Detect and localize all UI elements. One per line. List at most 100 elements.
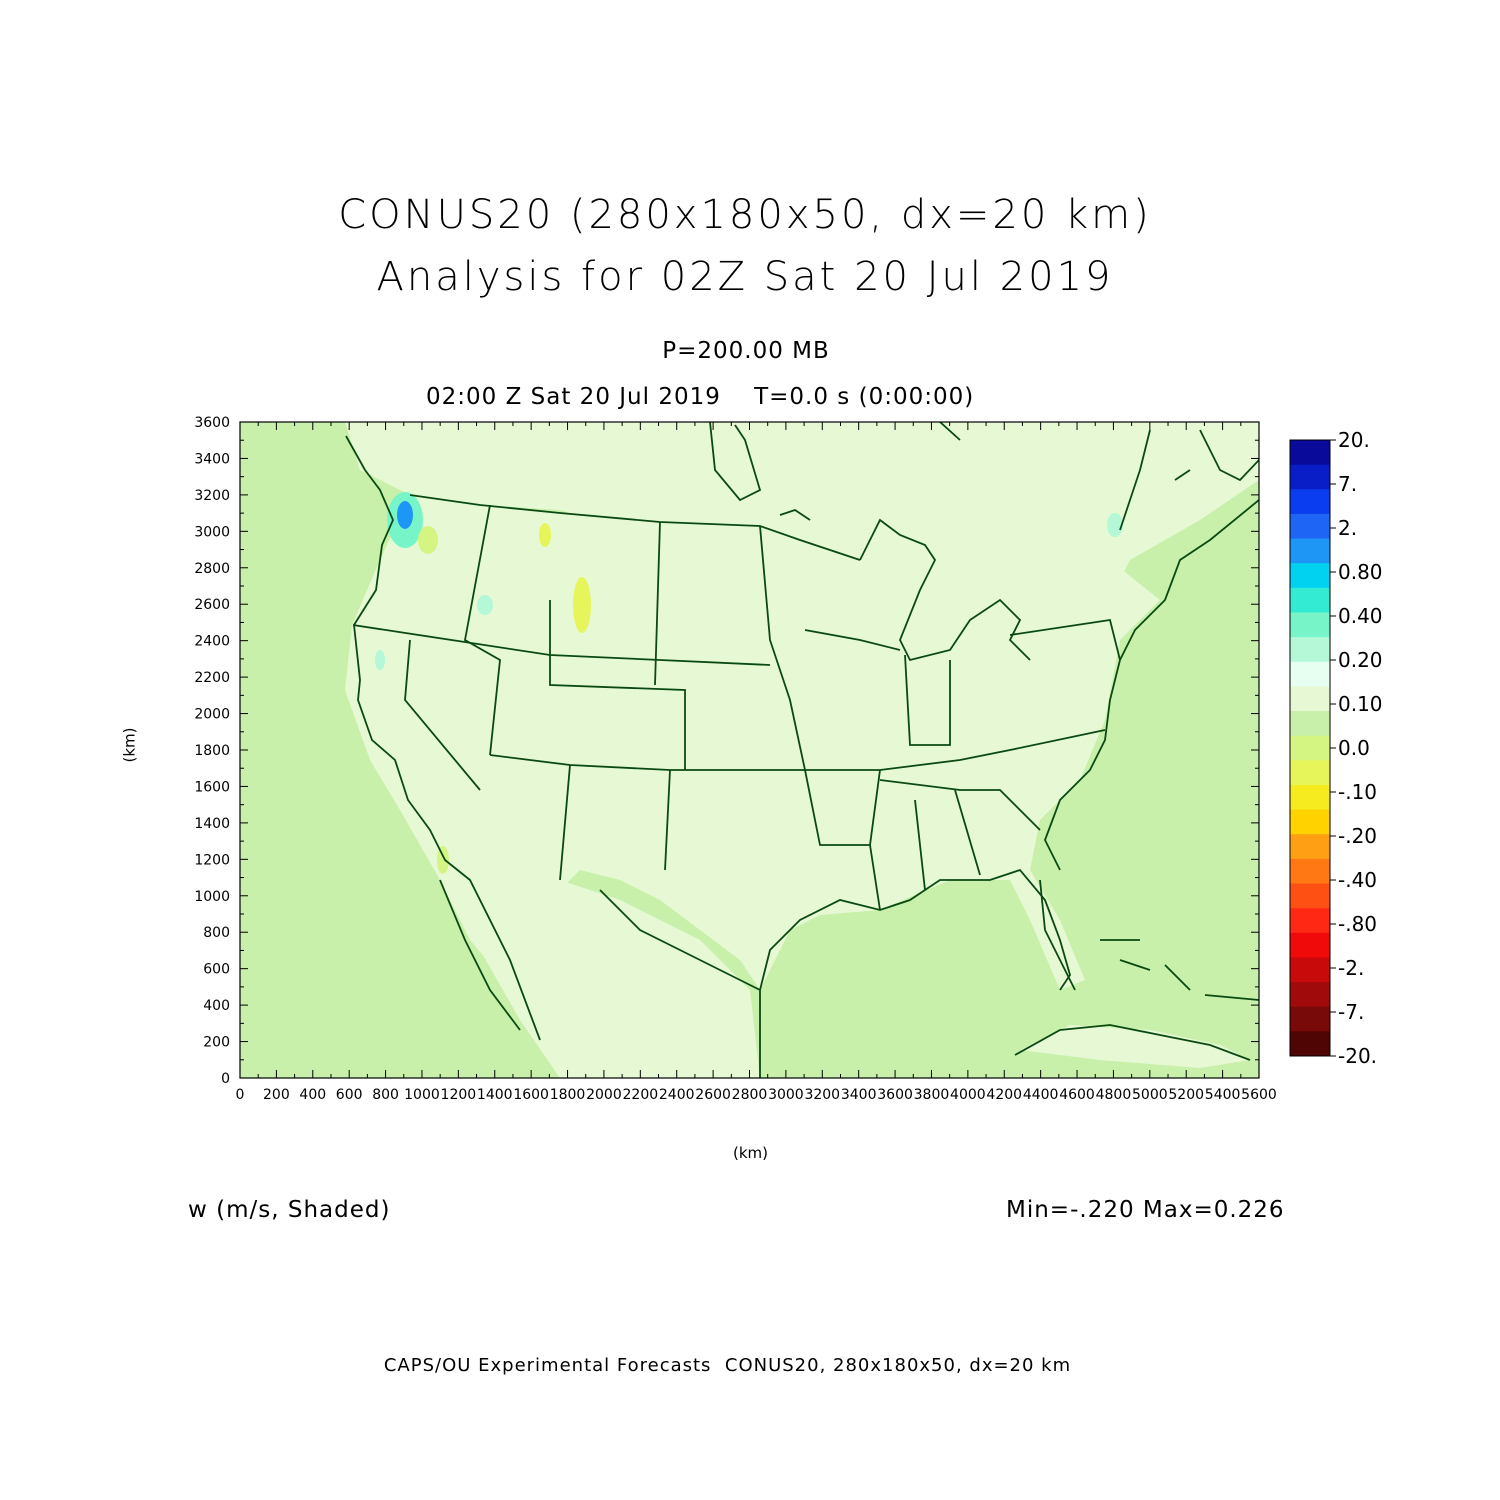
colorbar-label: -20. xyxy=(1338,1044,1377,1068)
colorbar-swatch xyxy=(1290,908,1330,934)
x-tick-label: 4800 xyxy=(1096,1087,1132,1103)
y-tick-label: 1600 xyxy=(194,779,230,795)
state-line-12 xyxy=(1009,618,1121,661)
state-line-3 xyxy=(404,639,481,791)
x-tick-label: 2000 xyxy=(586,1087,622,1103)
y-tick-label: 3400 xyxy=(194,451,230,467)
y-axis-label: (km) xyxy=(120,727,139,763)
x-tick-label: 400 xyxy=(299,1087,326,1103)
gulf-coast xyxy=(759,868,1071,991)
x-tick-label: 4000 xyxy=(950,1087,986,1103)
y-tick-label: 400 xyxy=(203,998,230,1014)
great-lakes xyxy=(859,518,1031,662)
y-tick-label: 600 xyxy=(203,962,230,978)
y-tick-label: 2800 xyxy=(194,561,230,577)
downdraft-patch xyxy=(573,577,591,633)
x-tick-label: 1400 xyxy=(477,1087,513,1103)
x-tick-label: 1800 xyxy=(550,1087,586,1103)
valid-time-label: 02:00 Z Sat 20 Jul 2019 T=0.0 s (0:00:00… xyxy=(426,384,975,410)
colorbar-swatch xyxy=(1290,1006,1330,1032)
colorbar-swatch xyxy=(1290,513,1330,540)
colorbar-swatch xyxy=(1290,637,1330,663)
colorbar-label: -7. xyxy=(1338,1000,1364,1024)
x-tick-label: 2800 xyxy=(732,1087,768,1103)
downdraft-patch xyxy=(539,523,551,547)
colorbar-label: -.40 xyxy=(1338,868,1377,892)
colorbar-label: -.20 xyxy=(1338,824,1377,848)
east-coast xyxy=(1044,499,1259,871)
plot-title-line1: CONUS20 (280x180x50, dx=20 km) xyxy=(338,192,1152,238)
colorbar-swatch xyxy=(1290,809,1330,835)
colorbar-label: 0.10 xyxy=(1338,692,1383,716)
x-tick-label: 4200 xyxy=(986,1087,1022,1103)
y-tick-label: 1000 xyxy=(194,889,230,905)
state-line-8 xyxy=(664,769,671,871)
colorbar-swatch xyxy=(1290,1031,1330,1057)
field-label: w (m/s, Shaded) xyxy=(188,1197,391,1223)
x-tick-label: 3800 xyxy=(914,1087,950,1103)
x-tick-label: 5400 xyxy=(1205,1087,1241,1103)
baja-coast xyxy=(439,879,521,1031)
updraft-patch xyxy=(375,650,385,670)
y-tick-label: 3600 xyxy=(194,415,230,431)
colorbar-swatch xyxy=(1290,661,1330,687)
colorbar-swatch xyxy=(1290,686,1330,712)
colorbar-swatch xyxy=(1290,711,1330,737)
pressure-level-label: P=200.00 MB xyxy=(662,338,830,364)
y-tick-label: 0 xyxy=(221,1071,230,1087)
colorbar-swatch xyxy=(1290,587,1330,613)
footer-credit: CAPS/OU Experimental Forecasts CONUS20, … xyxy=(383,1355,1072,1376)
x-tick-label: 3600 xyxy=(877,1087,913,1103)
colorbar-label: -.80 xyxy=(1338,912,1377,936)
colorbar-swatch xyxy=(1290,957,1330,983)
y-tick-label: 2200 xyxy=(194,670,230,686)
y-tick-label: 1200 xyxy=(194,852,230,868)
updraft-patch xyxy=(1107,513,1123,537)
x-tick-label: 4400 xyxy=(1023,1087,1059,1103)
colorbar-label: 0.80 xyxy=(1338,560,1383,584)
colorbar-label: 20. xyxy=(1338,428,1370,452)
y-tick-label: 1400 xyxy=(194,816,230,832)
x-tick-label: 5000 xyxy=(1132,1087,1168,1103)
y-tick-label: 2000 xyxy=(194,707,230,723)
state-line-1 xyxy=(352,624,771,666)
x-tick-label: 3200 xyxy=(804,1087,840,1103)
boundary-lines xyxy=(345,422,1259,1078)
downdraft-patch xyxy=(437,846,449,874)
colorbar-label: -.10 xyxy=(1338,780,1377,804)
colorbar-swatch xyxy=(1290,858,1330,885)
x-tick-label: 5600 xyxy=(1241,1087,1277,1103)
downdraft-patch xyxy=(418,526,438,554)
florida xyxy=(1039,879,1076,991)
colorbar-swatch xyxy=(1290,932,1330,958)
colorbar-label: 2. xyxy=(1338,516,1357,540)
x-tick-label: 4600 xyxy=(1059,1087,1095,1103)
colorbar-label: 7. xyxy=(1338,472,1357,496)
colorbar-swatch xyxy=(1290,612,1330,638)
y-tick-label: 200 xyxy=(203,1035,230,1051)
state-line-11 xyxy=(904,654,951,746)
updraft-patch xyxy=(397,501,413,529)
x-tick-label: 1000 xyxy=(404,1087,440,1103)
mexico-coast xyxy=(599,889,761,1078)
bahamas xyxy=(1100,939,1259,1001)
land-region-mexico xyxy=(470,860,760,1078)
x-tick-label: 2400 xyxy=(659,1087,695,1103)
y-tick-label: 1800 xyxy=(194,743,230,759)
colorbar: 20. 7. 2. 0.80 0.40 0.20 0.10 0.0 -.10 -.20 -.40 -.… xyxy=(1289,428,1383,1068)
x-tick-label: 2600 xyxy=(695,1087,731,1103)
plot-title-line2: Analysis for 02Z Sat 20 Jul 2019 xyxy=(376,254,1114,300)
x-tick-label: 0 xyxy=(236,1087,245,1103)
colorbar-swatch xyxy=(1290,440,1330,466)
x-axis-label: (km) xyxy=(733,1144,769,1162)
hudson-bay xyxy=(709,422,762,502)
y-tick-label: 2600 xyxy=(194,597,230,613)
colorbar-swatch xyxy=(1290,784,1330,811)
colorbar-swatch xyxy=(1290,464,1330,490)
y-tick-label: 800 xyxy=(203,925,230,941)
canada-lakes xyxy=(779,422,1191,521)
x-tick-label: 5200 xyxy=(1168,1087,1204,1103)
cuba-outline xyxy=(1014,1024,1251,1061)
state-line-7 xyxy=(559,764,571,881)
x-tick-label: 1600 xyxy=(513,1087,549,1103)
